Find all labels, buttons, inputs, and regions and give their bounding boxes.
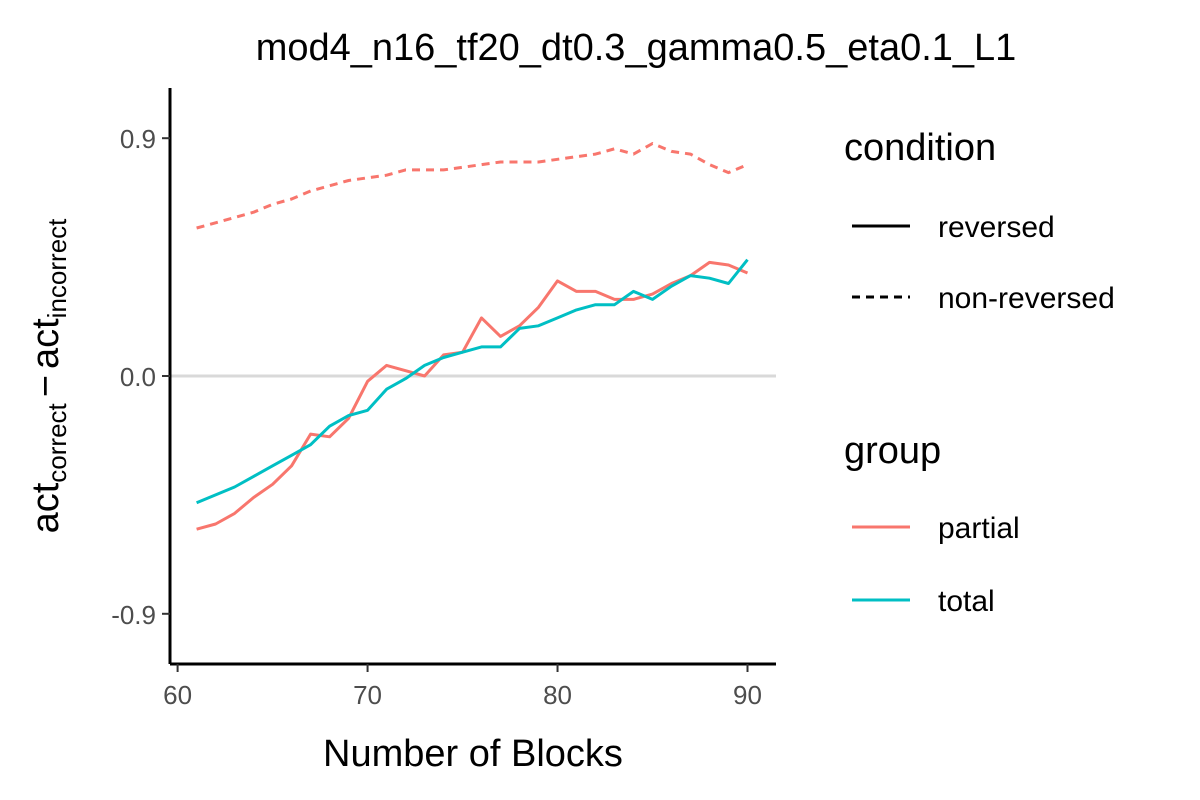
y-tick-label: 0.0 [120,362,156,392]
legend-group: group partial total [844,430,1020,618]
y-axis-title-base2: act [25,318,67,369]
legend-partial-label: partial [938,512,1020,545]
y-axis-title-base1: act [25,482,67,533]
x-axis-title: Number of Blocks [323,733,623,775]
x-tick-label: 60 [163,680,192,710]
y-axis-title-sub1: correct [42,402,72,482]
legend-reversed-label: reversed [938,211,1055,244]
y-tick-label: 0.9 [120,124,156,154]
y-tick-label: -0.9 [111,600,156,630]
chart-title: mod4_n16_tf20_dt0.3_gamma0.5_eta0.1_L1 [256,27,1017,69]
legend-condition: condition reversed non-reversed [844,127,1115,315]
series-line-partial-non-reversed [196,142,749,230]
legend-group-title: group [844,430,941,472]
x-tick-label: 90 [733,680,762,710]
series-layer [196,142,749,531]
legend-total-label: total [938,585,995,618]
legend-non-reversed-label: non-reversed [938,282,1115,315]
x-tick-label: 70 [353,680,382,710]
series-line-total-reversed [196,258,749,505]
legend-condition-title: condition [844,127,996,169]
y-axis-title-sub2: incorrect [42,218,72,318]
y-axis-title-minus: − [25,375,67,397]
x-tick-label: 80 [543,680,572,710]
y-axis-title: actcorrect−actincorrect [25,218,72,534]
tick-layer: 60 70 80 90 -0.9 0.0 0.9 [111,124,762,710]
series-line-partial-reversed [196,260,749,531]
